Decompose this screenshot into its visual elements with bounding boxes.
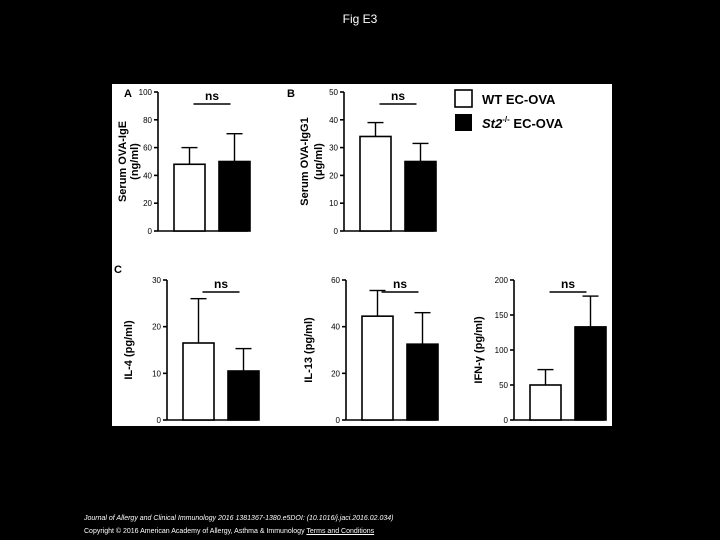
y-tick-label: 80 xyxy=(143,116,152,125)
legend-label-wt: WT EC-OVA xyxy=(482,92,556,107)
significance-label: ns xyxy=(561,277,575,291)
y-axis-label: IFN-γ (pg/ml) xyxy=(473,316,485,384)
citation: Journal of Allergy and Clinical Immunolo… xyxy=(84,515,394,522)
citation-text: Journal of Allergy and Clinical Immunolo… xyxy=(84,515,394,522)
panel-label: B xyxy=(287,88,295,100)
chart-4: 0 20 40 60 IL-13 (pg/ml) ns xyxy=(303,276,439,425)
chart-1: 0 20 40 60 80 100 Serum OVA-IgE (ng/ml) A ns xyxy=(117,88,251,236)
y-tick-label: 10 xyxy=(152,369,161,378)
legend-label-ko: St2-/- EC-OVA xyxy=(482,115,564,131)
y-axis-label: IL-13 (pg/ml) xyxy=(303,317,315,383)
significance-label: ns xyxy=(391,89,405,103)
bar-ko xyxy=(218,160,251,232)
bar-wt xyxy=(361,315,394,421)
panel-label: A xyxy=(124,88,132,100)
chart-2: 0 10 20 30 40 50 Serum OVA-IgG1 (μg/ml) B ns xyxy=(287,88,437,236)
y-tick-label: 30 xyxy=(152,276,161,285)
copyright: Copyright © 2016 American Academy of All… xyxy=(84,528,374,535)
bar-ko xyxy=(406,343,439,421)
y-tick-label: 40 xyxy=(329,116,338,125)
y-tick-label: 150 xyxy=(495,311,509,320)
y-tick-label: 40 xyxy=(331,323,340,332)
y-tick-label: 0 xyxy=(148,227,153,236)
bar-ko xyxy=(574,326,607,421)
panel-label: C xyxy=(114,264,122,276)
y-tick-label: 10 xyxy=(329,199,338,208)
y-tick-label: 60 xyxy=(143,144,152,153)
bar-wt xyxy=(173,163,206,232)
y-tick-label: 60 xyxy=(331,276,340,285)
y-tick-label: 200 xyxy=(495,276,509,285)
copyright-text: Copyright © 2016 American Academy of All… xyxy=(84,528,305,535)
chart-3: 0 10 20 30 IL-4 (pg/ml) Cns xyxy=(114,264,260,425)
y-tick-label: 100 xyxy=(139,88,153,97)
y-tick-label: 100 xyxy=(495,346,509,355)
bar-wt xyxy=(359,135,392,232)
legend: WT EC-OVA St2-/- EC-OVA xyxy=(454,89,564,131)
y-tick-label: 30 xyxy=(329,144,338,153)
chart-5: 0 50 100 150 200 IFN-γ (pg/ml) ns xyxy=(473,276,607,425)
y-tick-label: 0 xyxy=(504,416,509,425)
y-tick-label: 20 xyxy=(143,199,152,208)
y-tick-label: 0 xyxy=(336,416,341,425)
y-tick-label: 20 xyxy=(152,323,161,332)
bar-ko xyxy=(227,370,260,421)
y-axis-label: Serum OVA-IgG1 xyxy=(299,117,311,205)
terms-link[interactable]: Terms and Conditions xyxy=(306,528,375,535)
bar-wt xyxy=(529,384,562,421)
legend-label-ko-rest: EC-OVA xyxy=(510,116,564,131)
legend-swatch-wt xyxy=(454,89,473,108)
y-axis-label: Serum OVA-IgE xyxy=(117,121,129,202)
slide-title: Fig E3 xyxy=(342,12,378,26)
y-tick-label: 0 xyxy=(157,416,162,425)
legend-label-ko-gene: St2 xyxy=(482,116,503,131)
bar-wt xyxy=(182,342,215,421)
significance-label: ns xyxy=(393,277,407,291)
significance-label: ns xyxy=(205,89,219,103)
y-tick-label: 40 xyxy=(143,171,152,180)
y-tick-label: 0 xyxy=(334,227,339,236)
legend-label-ko-sup: -/- xyxy=(502,115,510,124)
legend-swatch-ko xyxy=(455,114,472,131)
significance-label: ns xyxy=(214,277,228,291)
y-axis-label: (μg/ml) xyxy=(313,143,325,180)
y-axis-label: IL-4 (pg/ml) xyxy=(123,320,135,380)
y-tick-label: 50 xyxy=(329,88,338,97)
bar-ko xyxy=(404,160,437,232)
y-tick-label: 20 xyxy=(331,369,340,378)
y-tick-label: 20 xyxy=(329,171,338,180)
y-axis-label: (ng/ml) xyxy=(129,143,141,180)
y-tick-label: 50 xyxy=(499,381,508,390)
